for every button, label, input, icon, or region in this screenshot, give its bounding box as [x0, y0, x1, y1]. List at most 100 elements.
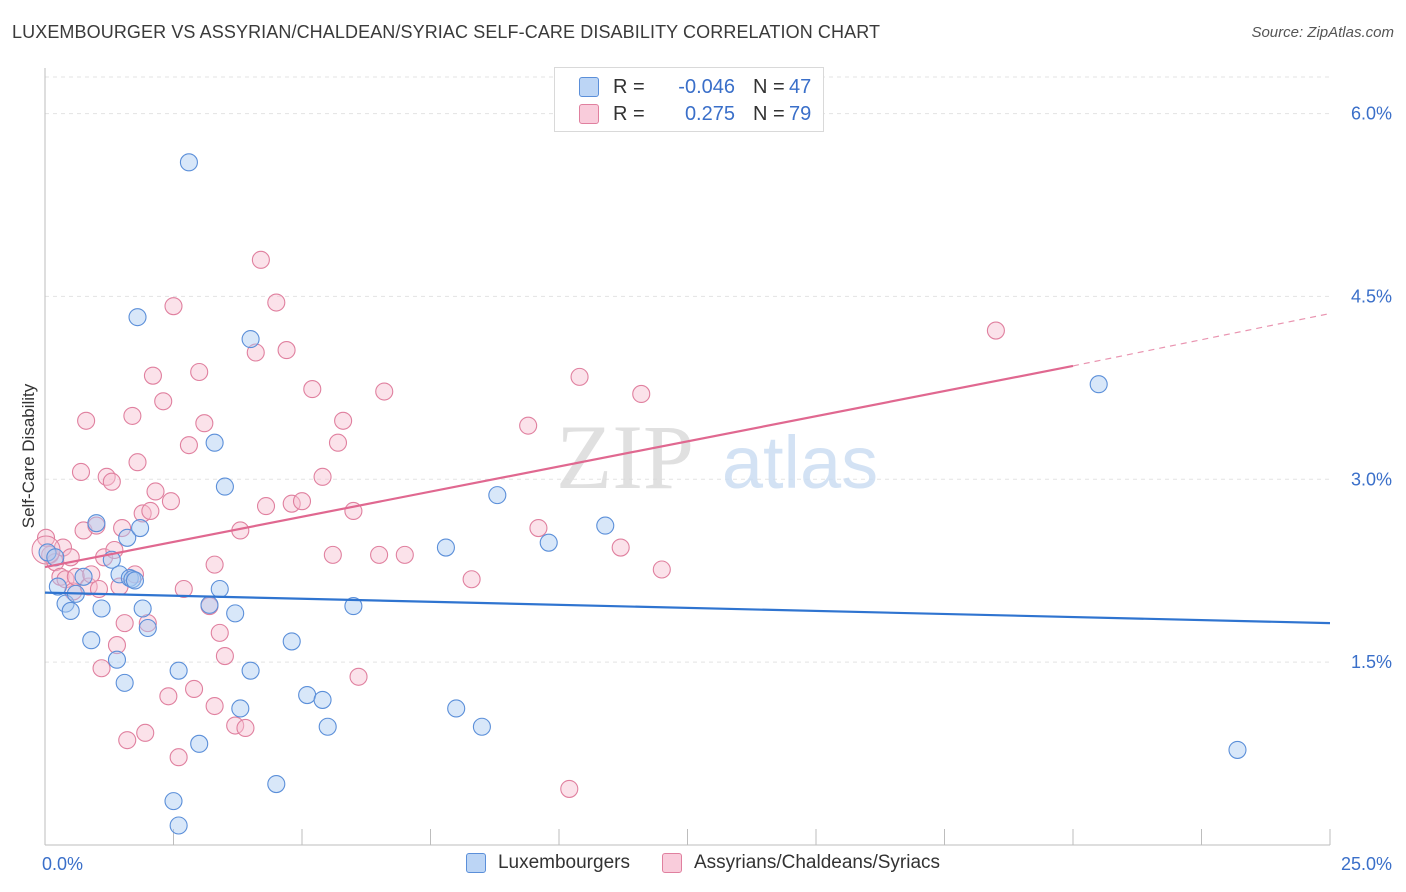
data-point-luxembourgers [128, 308, 147, 327]
data-point-luxembourgers [539, 533, 558, 552]
data-point-luxembourgers [313, 690, 332, 709]
data-point-assyrians [236, 718, 255, 738]
data-point-assyrians [303, 380, 322, 399]
legend-swatch-pink [579, 104, 599, 124]
data-point-assyrians [292, 492, 312, 511]
series-legend: Luxembourgers Assyrians/Chaldeans/Syriac… [0, 852, 1406, 874]
data-point-luxembourgers [125, 571, 144, 590]
series-assyrians-points [31, 250, 1005, 798]
data-point-luxembourgers [344, 597, 363, 616]
legend-row-luxembourgers: R = -0.046 N = 47 [579, 74, 811, 100]
data-point-luxembourgers [205, 433, 224, 452]
data-point-assyrians [185, 679, 204, 699]
data-point-assyrians [154, 392, 173, 411]
data-point-assyrians [334, 411, 353, 430]
data-point-luxembourgers [61, 601, 80, 620]
legend-r-label: R = [613, 102, 645, 125]
data-point-assyrians [251, 250, 270, 269]
legend-swatch-pink [661, 853, 682, 873]
x-tick-label: 0.0% [42, 854, 83, 874]
data-point-luxembourgers [131, 518, 150, 538]
y-tick-label: 1.5% [1351, 652, 1392, 672]
y-tick-label: 6.0% [1351, 104, 1392, 124]
trend-line-assyrians [44, 364, 1074, 569]
data-point-assyrians [395, 545, 414, 564]
watermark: ZIP atlas [556, 406, 878, 508]
data-point-assyrians [77, 411, 96, 430]
data-point-assyrians [141, 501, 160, 521]
data-point-luxembourgers [472, 717, 491, 736]
legend-item-luxembourgers: Luxembourgers [465, 852, 630, 874]
data-point-luxembourgers [488, 486, 507, 505]
trend-lines [44, 312, 1331, 625]
watermark-atlas: atlas [722, 421, 878, 504]
data-point-luxembourgers [298, 686, 317, 705]
data-point-assyrians [205, 696, 224, 716]
data-point-assyrians [246, 343, 265, 362]
data-point-luxembourgers [267, 774, 286, 794]
legend-item-assyrians: Assyrians/Chaldeans/Syriacs [661, 852, 940, 874]
legend-swatch-blue [579, 77, 599, 97]
data-point-assyrians [323, 545, 342, 564]
data-point-luxembourgers [200, 595, 219, 614]
data-point-assyrians [560, 779, 579, 798]
data-point-assyrians [102, 472, 121, 491]
data-point-assyrians [267, 293, 286, 312]
data-point-assyrians [128, 453, 147, 472]
data-point-assyrians [113, 518, 132, 538]
data-point-luxembourgers [231, 699, 250, 718]
legend-swatch-blue [465, 853, 486, 873]
data-point-assyrians [190, 362, 209, 382]
legend-r-value: 0.275 [684, 102, 735, 125]
data-point-assyrians [349, 667, 368, 686]
data-point-luxembourgers [164, 792, 183, 811]
legend-n-label: N = [753, 102, 785, 125]
data-point-luxembourgers [92, 599, 111, 618]
data-point-luxembourgers [179, 153, 198, 172]
data-point-assyrians [462, 570, 481, 589]
data-point-assyrians [92, 659, 111, 678]
watermark-zip: ZIP [556, 406, 694, 508]
data-point-assyrians [570, 367, 589, 386]
legend-label-luxembourgers: Luxembourgers [497, 852, 630, 873]
data-point-assyrians [195, 414, 214, 433]
data-point-luxembourgers [169, 661, 188, 680]
data-point-luxembourgers [282, 632, 301, 651]
data-point-assyrians [529, 518, 548, 538]
data-point-assyrians [205, 555, 224, 574]
data-point-luxembourgers [169, 816, 188, 835]
data-point-luxembourgers [241, 661, 260, 680]
data-point-luxembourgers [241, 330, 260, 349]
data-point-assyrians [115, 614, 134, 633]
data-point-assyrians [375, 382, 394, 401]
data-point-assyrians [123, 406, 142, 425]
data-point-assyrians [519, 416, 538, 435]
data-point-luxembourgers [87, 514, 106, 533]
data-point-assyrians [179, 436, 198, 455]
x-tick-label: 25.0% [1341, 854, 1392, 874]
legend-row-assyrians: R = 0.275 N = 79 [579, 101, 811, 127]
data-point-luxembourgers [48, 577, 67, 596]
data-point-assyrians [611, 538, 630, 557]
data-point-luxembourgers [210, 579, 229, 599]
data-point-luxembourgers [190, 734, 209, 753]
data-point-luxembourgers [447, 699, 466, 718]
y-tick-label: 3.0% [1351, 469, 1392, 489]
data-point-assyrians [328, 433, 348, 452]
data-point-assyrians [174, 579, 193, 599]
data-point-assyrians [36, 528, 56, 547]
tick-labels: 1.5% 3.0% 4.5% 6.0% 0.0% 25.0% [42, 104, 1392, 874]
legend-n-label: N = [753, 75, 785, 98]
data-point-luxembourgers [226, 604, 245, 623]
source-label: Source: ZipAtlas.com [1251, 24, 1394, 41]
data-point-luxembourgers [82, 631, 101, 650]
data-point-assyrians [97, 467, 116, 486]
data-point-assyrians [215, 646, 234, 666]
y-axis-label: Self-Care Disability [19, 383, 38, 528]
data-point-assyrians [136, 723, 155, 742]
data-point-assyrians [632, 384, 651, 404]
data-point-luxembourgers [115, 673, 134, 692]
data-point-luxembourgers [118, 528, 137, 547]
data-point-luxembourgers [318, 717, 337, 736]
